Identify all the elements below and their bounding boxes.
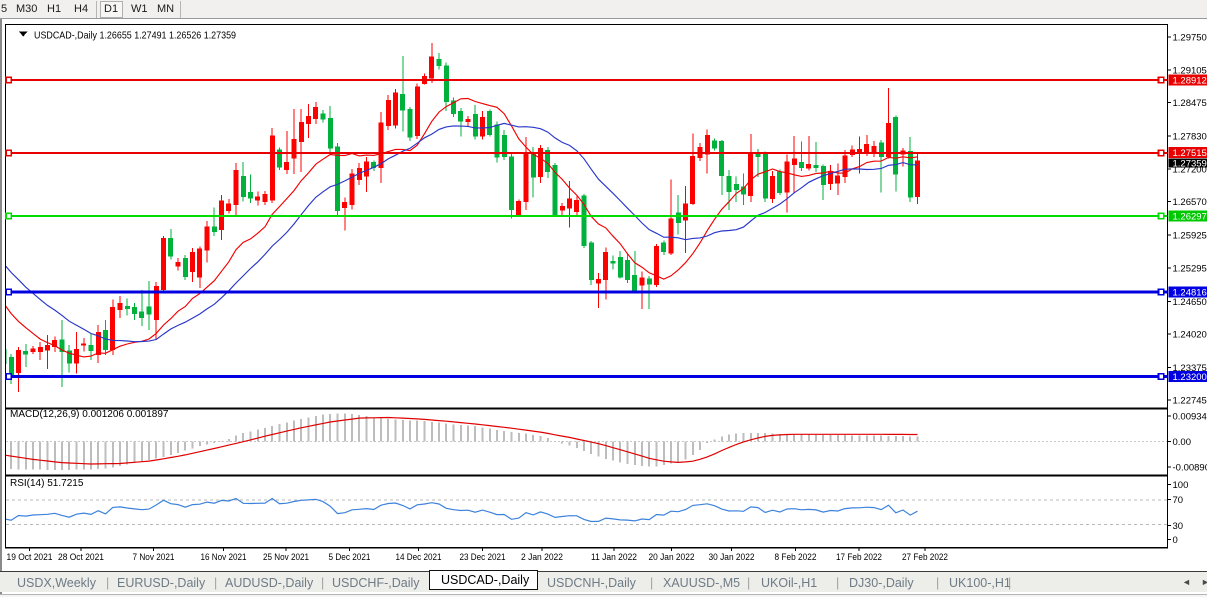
svg-text:1.26570: 1.26570: [1173, 197, 1207, 208]
svg-text:5 Dec 2021: 5 Dec 2021: [329, 552, 371, 563]
svg-text:7 Nov 2021: 7 Nov 2021: [133, 552, 175, 563]
svg-text:-0.00890: -0.00890: [1173, 463, 1207, 474]
svg-text:1.24020: 1.24020: [1173, 330, 1207, 341]
svg-text:17 Feb 2022: 17 Feb 2022: [836, 552, 882, 563]
svg-text:1.24816: 1.24816: [1173, 288, 1207, 299]
svg-text:1.22745: 1.22745: [1173, 396, 1207, 407]
svg-text:1.24650: 1.24650: [1173, 297, 1207, 308]
svg-text:0.00: 0.00: [1173, 437, 1192, 448]
svg-text:1.23375: 1.23375: [1173, 363, 1207, 374]
svg-text:16 Nov 2021: 16 Nov 2021: [201, 552, 247, 563]
svg-text:1.27200: 1.27200: [1173, 164, 1207, 175]
svg-text:RSI(14) 51.7215: RSI(14) 51.7215: [10, 478, 84, 489]
svg-text:1.28912: 1.28912: [1173, 76, 1207, 87]
svg-text:1.28475: 1.28475: [1173, 98, 1207, 109]
svg-text:27 Feb 2022: 27 Feb 2022: [902, 552, 948, 563]
svg-text:1.23200: 1.23200: [1173, 372, 1207, 383]
svg-text:0: 0: [1173, 535, 1178, 546]
svg-text:14 Dec 2021: 14 Dec 2021: [396, 552, 442, 563]
svg-text:USDCAD-,Daily 1.26655 1.27491: USDCAD-,Daily 1.26655 1.27491 1.26526 1.…: [34, 30, 236, 42]
svg-text:20 Jan 2022: 20 Jan 2022: [649, 552, 695, 563]
svg-text:1.27830: 1.27830: [1173, 132, 1207, 143]
svg-text:1.29105: 1.29105: [1173, 66, 1207, 77]
svg-text:1.29750: 1.29750: [1173, 33, 1207, 44]
svg-text:1.27515: 1.27515: [1173, 148, 1207, 159]
svg-text:1.26297: 1.26297: [1173, 212, 1207, 223]
svg-text:1.27359: 1.27359: [1173, 159, 1207, 170]
svg-text:30: 30: [1173, 521, 1184, 532]
svg-text:70: 70: [1173, 495, 1184, 506]
svg-text:11 Jan 2022: 11 Jan 2022: [591, 552, 637, 563]
svg-text:19 Oct 2021: 19 Oct 2021: [7, 552, 53, 563]
svg-text:28 Oct 2021: 28 Oct 2021: [58, 552, 104, 563]
svg-text:MACD(12,26,9) 0.001206 0.00189: MACD(12,26,9) 0.001206 0.001897: [10, 409, 169, 420]
svg-text:30 Jan 2022: 30 Jan 2022: [709, 552, 755, 563]
svg-text:25 Nov 2021: 25 Nov 2021: [263, 552, 309, 563]
svg-text:1.25295: 1.25295: [1173, 263, 1207, 274]
svg-text:1.25925: 1.25925: [1173, 231, 1207, 242]
svg-text:23 Dec 2021: 23 Dec 2021: [460, 552, 506, 563]
svg-text:8 Feb 2022: 8 Feb 2022: [775, 552, 817, 563]
svg-text:2 Jan 2022: 2 Jan 2022: [521, 552, 563, 563]
svg-text:0.009345: 0.009345: [1173, 412, 1207, 423]
svg-text:100: 100: [1173, 480, 1189, 491]
